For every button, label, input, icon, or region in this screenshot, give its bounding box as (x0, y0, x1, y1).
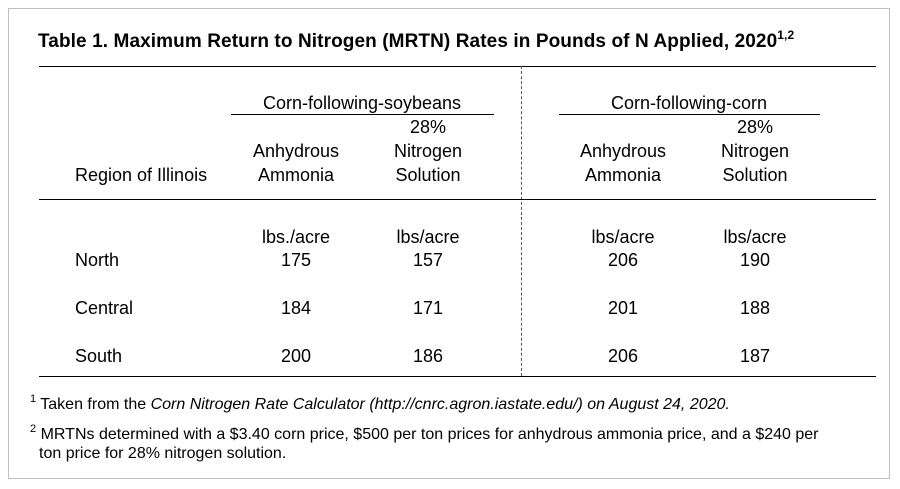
unit-label: lbs/acre (591, 227, 655, 247)
cell-value: 171 (412, 298, 444, 318)
cell-value: 187 (739, 346, 771, 366)
col-header-line3: Solution (722, 165, 788, 185)
cell-value: 206 (607, 346, 639, 366)
col-header-line2: Nitrogen (720, 141, 790, 161)
cell-value: 206 (607, 250, 639, 270)
row-region: Central (75, 298, 134, 318)
footnote-2: 2 MRTNs determined with a $3.40 corn pri… (30, 423, 819, 443)
group-divider (521, 66, 522, 376)
table-title: Table 1. Maximum Return to Nitrogen (MRT… (38, 28, 795, 52)
row-region: North (75, 250, 120, 270)
footnote-mark: 1 (30, 393, 37, 405)
unit-label: lbs/acre (723, 227, 787, 247)
group-header-corn-soybeans: Corn-following-soybeans (262, 93, 462, 113)
cell-value: 184 (280, 298, 312, 318)
group-underline-corn-soybeans (231, 114, 494, 115)
group-underline-corn-corn (559, 114, 820, 115)
col-header-line3: Ammonia (257, 165, 335, 185)
col-header-line1: 28% (736, 117, 774, 137)
row-region: South (75, 346, 123, 366)
unit-label: lbs./acre (261, 227, 331, 247)
col-header-line2: Anhydrous (252, 141, 340, 161)
footnote-mark: 2 (30, 423, 37, 435)
group-header-corn-corn: Corn-following-corn (610, 93, 768, 113)
col-header-line1: 28% (409, 117, 447, 137)
footnote-2-continued: ton price for 28% nitrogen solution. (39, 445, 287, 462)
title-footnote-marks: 1,2 (777, 28, 795, 42)
unit-label: lbs/acre (396, 227, 460, 247)
cell-value: 175 (280, 250, 312, 270)
cell-value: 190 (739, 250, 771, 270)
row-header-label: Region of Illinois (75, 165, 208, 185)
col-header-line3: Ammonia (584, 165, 662, 185)
header-rule (39, 199, 876, 200)
col-header-line2: Nitrogen (393, 141, 463, 161)
col-header-line2: Anhydrous (579, 141, 667, 161)
title-rule (39, 66, 876, 67)
cell-value: 200 (280, 346, 312, 366)
cell-value: 201 (607, 298, 639, 318)
cell-value: 186 (412, 346, 444, 366)
table-frame (8, 8, 890, 479)
cell-value: 188 (739, 298, 771, 318)
table-bottom-rule (39, 376, 876, 377)
col-header-line3: Solution (395, 165, 461, 185)
footnote-1: 1 Taken from the Corn Nitrogen Rate Calc… (30, 393, 730, 413)
cell-value: 157 (412, 250, 444, 270)
